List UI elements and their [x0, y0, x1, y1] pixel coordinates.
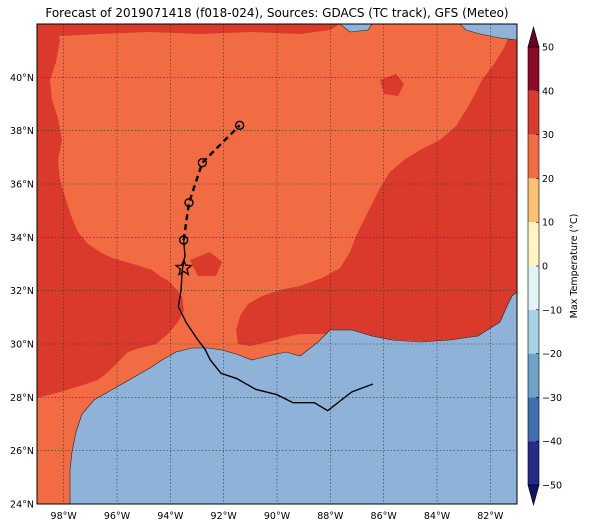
map-title: Forecast of 2019071418 (f018-024), Sourc… — [45, 6, 509, 20]
colorbar-band — [528, 134, 539, 179]
temp-30-40-east-region — [236, 24, 517, 346]
colorbar-band — [528, 47, 539, 91]
map-plot-area — [37, 24, 517, 504]
lon-tick-label: 92°W — [211, 511, 238, 522]
colorbar-band — [528, 178, 539, 223]
colorbar-label: Max Temperature (°C) — [569, 214, 580, 319]
colorbar-band — [528, 90, 539, 135]
lon-tick-label: 84°W — [424, 511, 451, 522]
forecast-point-marker — [178, 235, 189, 245]
colorbar-band — [528, 397, 539, 442]
lat-tick-label: 32°N — [10, 286, 34, 297]
current-position-star-icon — [174, 258, 194, 276]
colorbar-tick-label: −10 — [542, 305, 562, 316]
colorbar-band — [528, 266, 539, 310]
lat-tick-label: 28°N — [10, 393, 34, 404]
forecast-position-markers — [178, 120, 245, 245]
colorbar-over-arrow — [527, 25, 540, 48]
colorbar-tick-label: 0 — [542, 262, 548, 273]
lat-tick-label: 34°N — [10, 233, 34, 244]
observed-track-line — [177, 239, 374, 412]
forecast-point-marker — [197, 157, 208, 168]
colorbar-tick-label: 40 — [542, 86, 554, 97]
lon-tick-label: 86°W — [371, 511, 398, 522]
temp-30-40-top-strip — [37, 24, 340, 36]
colorbar-tick-label: −50 — [542, 481, 562, 492]
forecast-point-marker — [184, 197, 194, 208]
colorbar-tick-label: 30 — [542, 130, 554, 141]
colorbar-under-arrow — [527, 484, 540, 507]
lon-tick-label: 90°W — [264, 511, 291, 522]
colorbar-tick-label: −20 — [542, 349, 562, 360]
forecast-track-line — [182, 124, 241, 241]
colorbar-band — [528, 353, 539, 398]
temp-30-40-west-region — [37, 24, 184, 398]
lat-tick-label: 24°N — [10, 500, 34, 511]
lat-tick-label: 40°N — [10, 73, 34, 84]
lon-tick-label: 82°W — [477, 511, 504, 522]
atlantic-ocean-corner — [459, 24, 517, 41]
colorbar-tick-label: −40 — [542, 437, 562, 448]
latitude-tick-labels: 24°N 26°N 28°N 30°N 32°N 34°N 36°N 38°N 40°N — [10, 73, 34, 511]
lake-top — [339, 24, 373, 33]
lat-lon-grid — [37, 24, 517, 504]
temp-30-40-arkansas-patch — [190, 252, 222, 276]
temp-30-40-north-patch — [380, 74, 404, 96]
lat-tick-label: 36°N — [10, 180, 34, 191]
lat-tick-label: 26°N — [10, 446, 34, 457]
colorbar-band — [528, 441, 539, 485]
map-frame — [36, 23, 518, 505]
temperature-colorbar: 50 40 30 20 10 0 −10 −20 −30 −40 −50 — [527, 25, 562, 507]
longitude-tick-labels: 98°W 96°W 94°W 92°W 90°W 88°W 86°W 84°W 82°W — [51, 511, 505, 522]
lon-tick-label: 98°W — [51, 511, 78, 522]
colorbar-tick-label: −30 — [542, 393, 562, 404]
lat-tick-label: 38°N — [10, 126, 34, 137]
lon-tick-label: 88°W — [317, 511, 344, 522]
colorbar-band — [528, 309, 539, 354]
lon-tick-label: 94°W — [157, 511, 184, 522]
lat-tick-label: 30°N — [10, 340, 34, 351]
lon-tick-label: 96°W — [104, 511, 131, 522]
colorbar-tick-label: 50 — [542, 43, 554, 54]
gulf-of-mexico — [69, 291, 517, 504]
colorbar-tick-label: 10 — [542, 218, 554, 229]
colorbar-band — [528, 222, 539, 266]
colorbar-tick-label: 20 — [542, 174, 554, 185]
forecast-point-marker — [234, 120, 245, 131]
